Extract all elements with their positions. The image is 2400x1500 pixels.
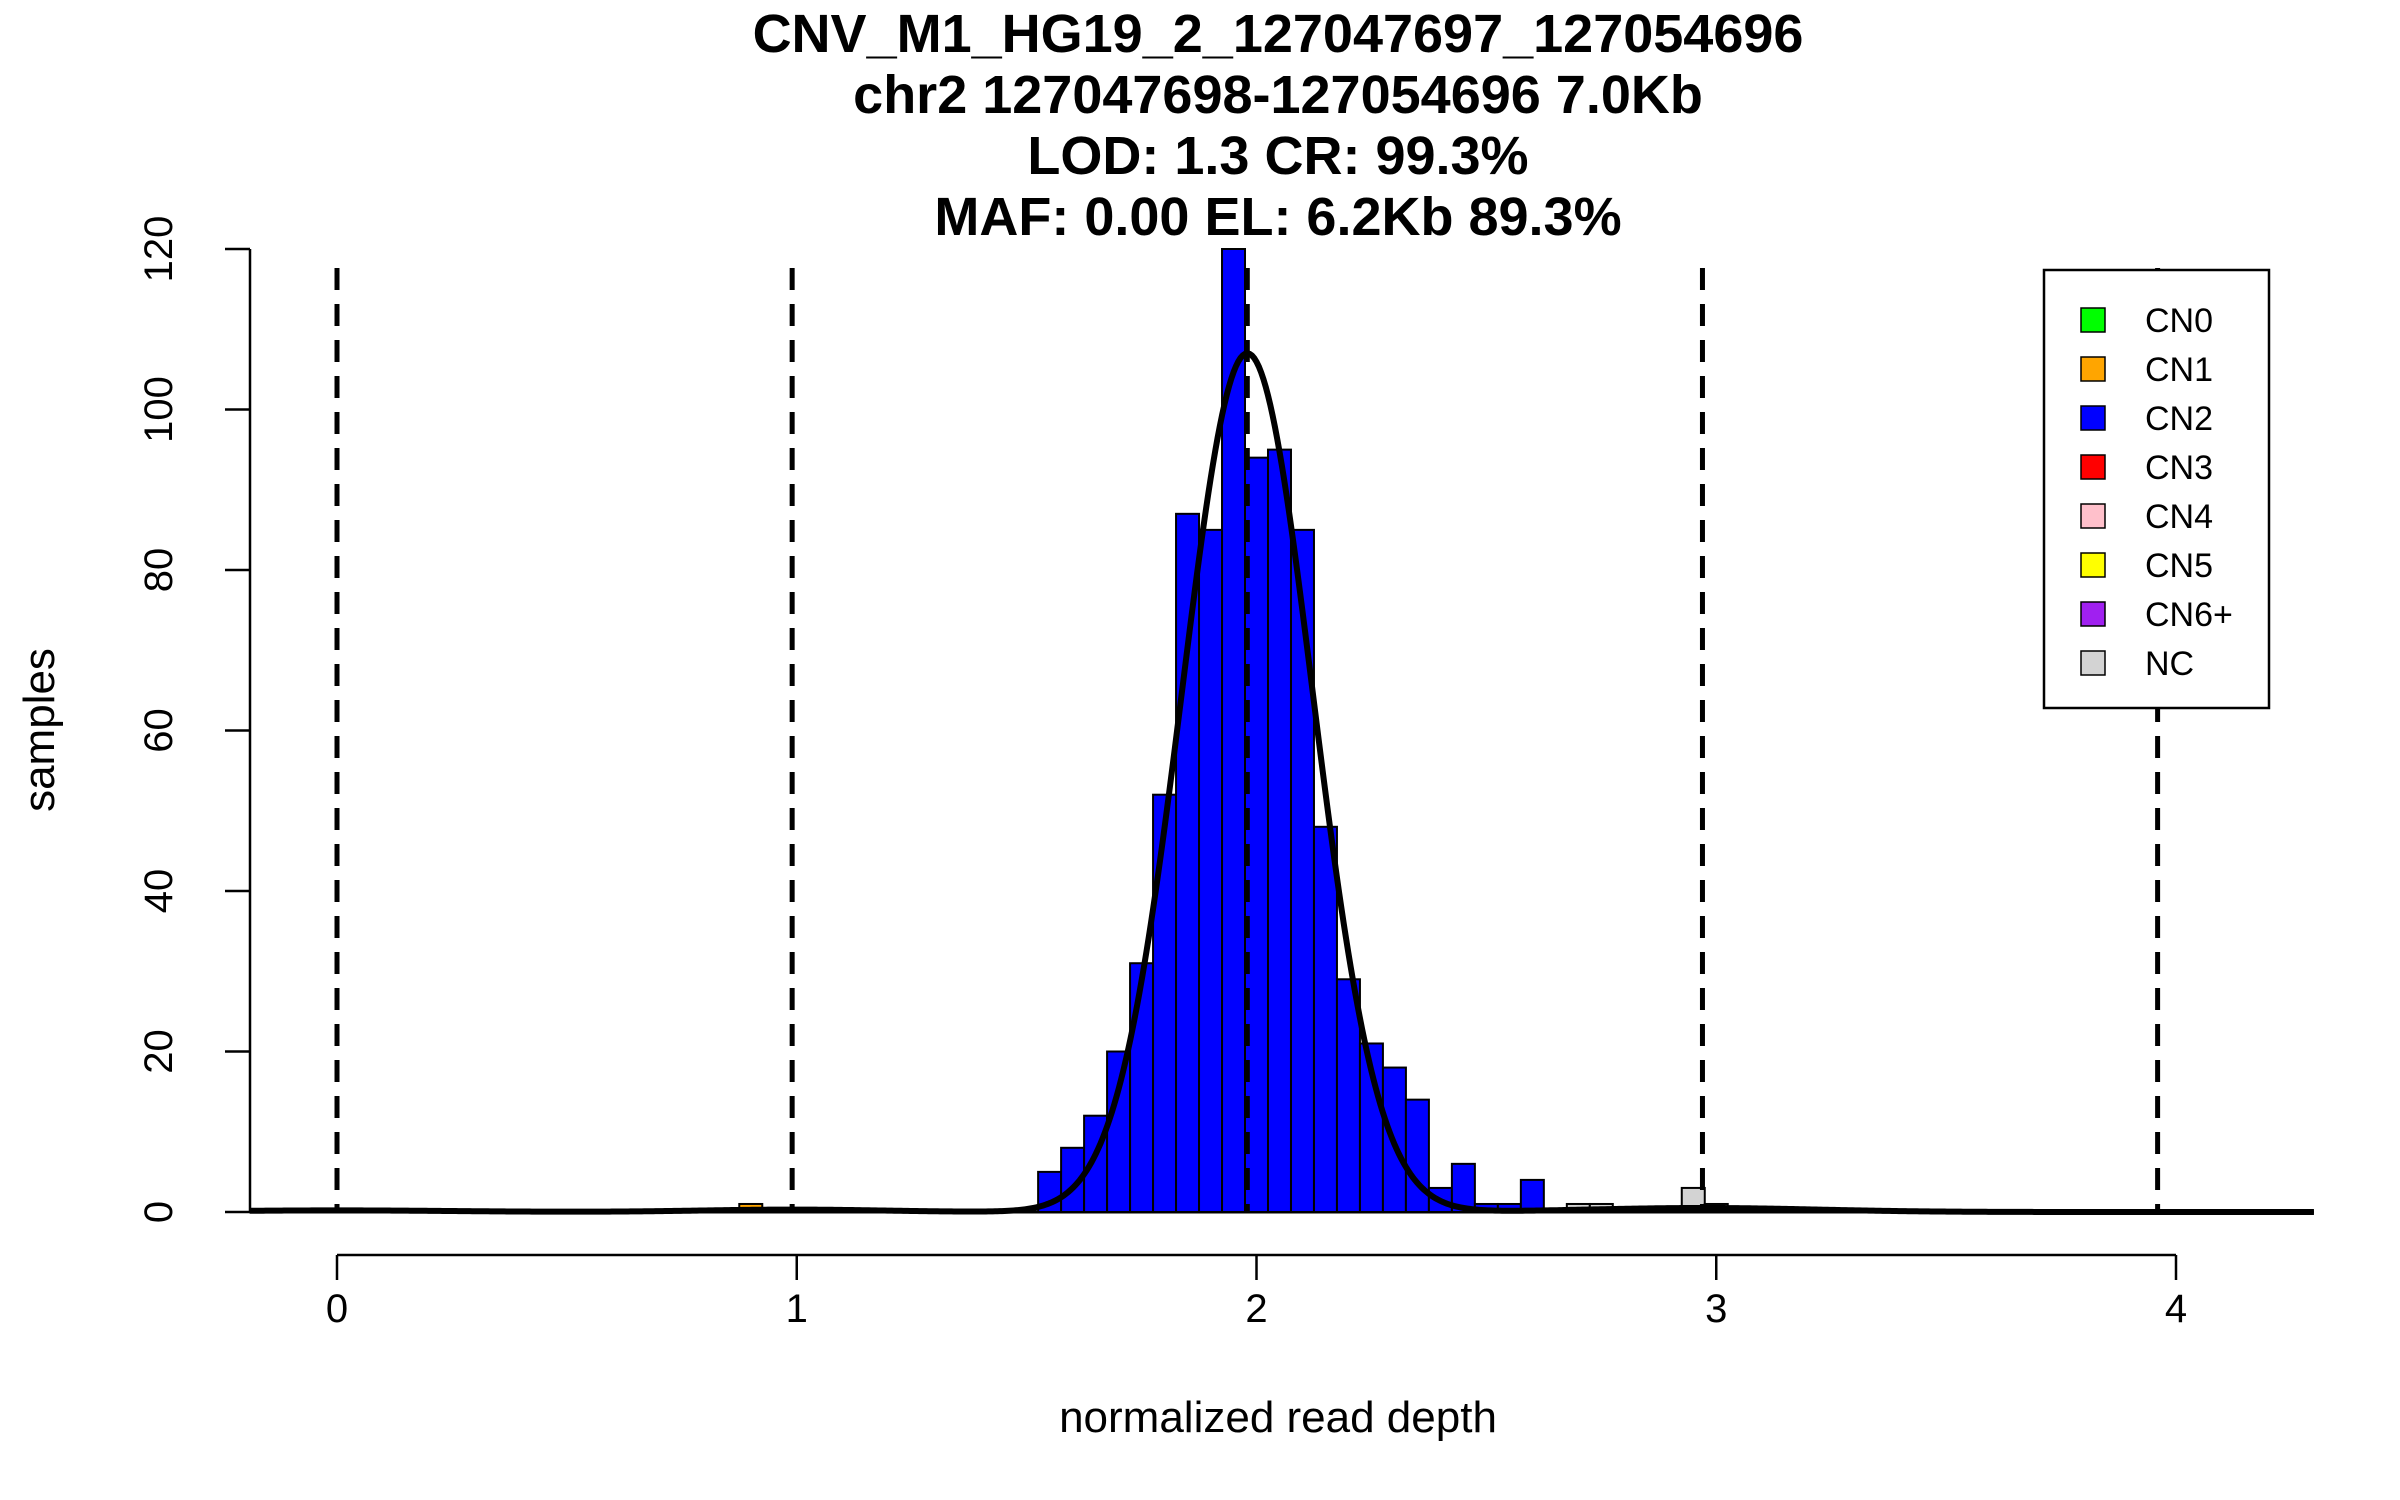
histogram-bar	[1129, 962, 1155, 1213]
legend-label: CN2	[2145, 400, 2213, 438]
histogram-bar	[1404, 1098, 1430, 1214]
x-tick-label: 2	[1245, 1287, 1267, 1331]
legend-swatch	[2080, 552, 2106, 578]
legend-label: CN4	[2145, 498, 2213, 536]
y-tick-label: 0	[137, 1201, 181, 1223]
x-tick-label: 0	[326, 1287, 348, 1331]
legend: CN0 CN1 CN2 CN3 CN4 CN5 CN6+ NC	[2042, 268, 2271, 710]
y-tick-label: 20	[137, 1029, 181, 1074]
legend-label: CN1	[2145, 351, 2213, 389]
x-tick-label: 1	[786, 1287, 808, 1331]
y-tick-label: 120	[137, 216, 181, 283]
legend-label: CN3	[2145, 449, 2213, 487]
title-line-2: chr2 127047698-127054696 7.0Kb	[853, 65, 1703, 125]
histogram-bar	[1175, 512, 1201, 1213]
histogram-bar	[1198, 528, 1224, 1213]
legend-swatch	[2080, 650, 2106, 676]
x-tick-label: 4	[2165, 1287, 2187, 1331]
legend-swatch	[2080, 503, 2106, 529]
histogram-bars	[249, 248, 2314, 1214]
histogram-bar	[1152, 793, 1178, 1213]
legend-swatch	[2080, 601, 2106, 627]
y-tick-label: 100	[137, 376, 181, 443]
y-tick-label: 40	[137, 869, 181, 914]
y-axis: 0 20 40 60 80 100 120	[137, 216, 252, 1223]
title-line-3: LOD: 1.3 CR: 99.3%	[1027, 126, 1528, 186]
y-axis-label: samples	[15, 648, 64, 812]
x-tick-label: 3	[1705, 1287, 1727, 1331]
y-tick-label: 80	[137, 548, 181, 593]
histogram-bar	[1519, 1178, 1545, 1214]
legend-swatch	[2080, 356, 2106, 382]
legend-label: NC	[2145, 645, 2194, 683]
legend-label: CN5	[2145, 547, 2213, 585]
histogram-bar	[1106, 1050, 1132, 1213]
legend-swatch	[2080, 454, 2106, 480]
legend-label: CN6+	[2145, 596, 2233, 634]
legend-box	[2042, 268, 2271, 710]
legend-swatch	[2080, 405, 2106, 431]
histogram-bar	[1450, 1162, 1476, 1213]
fit-curve	[249, 350, 2314, 1215]
x-axis: 0 1 2 3 4	[326, 1253, 2187, 1331]
y-tick-label: 60	[137, 708, 181, 753]
legend-label: CN0	[2145, 302, 2213, 340]
title-line-4: MAF: 0.00 EL: 6.2Kb 89.3%	[934, 187, 1621, 247]
legend-swatch	[2080, 307, 2106, 333]
chart-title: CNV_M1_HG19_2_127047697_127054696 chr2 1…	[753, 4, 1804, 247]
title-line-1: CNV_M1_HG19_2_127047697_127054696	[753, 4, 1804, 64]
histogram-bar	[1312, 825, 1338, 1213]
histogram-bar	[1266, 448, 1292, 1213]
x-axis-label: normalized read depth	[1059, 1393, 1497, 1442]
dashed-copy-number-lines	[334, 268, 2161, 1212]
